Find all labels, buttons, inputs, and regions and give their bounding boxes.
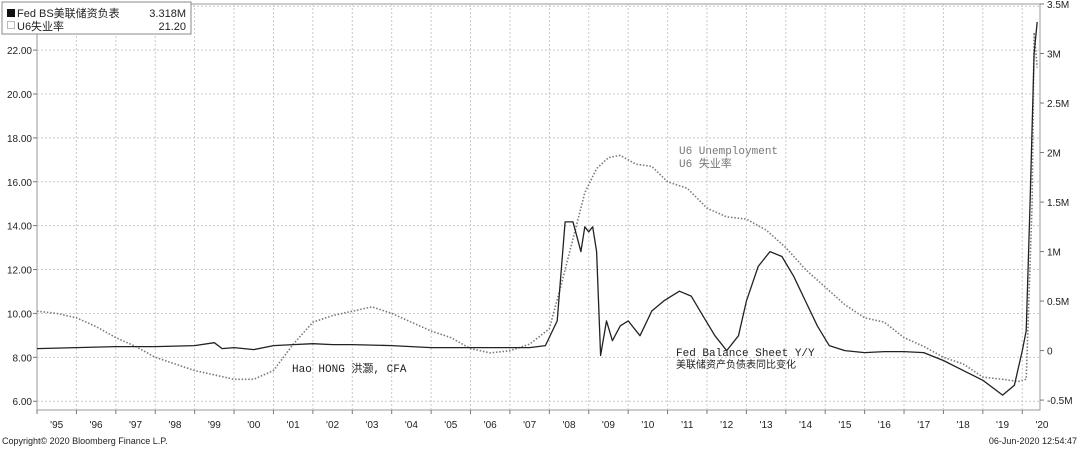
left-tick-label: 14.00 bbox=[7, 222, 32, 233]
series-layer bbox=[36, 21, 1038, 396]
right-tick-label: 2M bbox=[1047, 149, 1061, 160]
series-line-u6 bbox=[36, 31, 1038, 383]
x-tick-label: '97 bbox=[129, 420, 142, 431]
x-tick-label: '96 bbox=[90, 420, 103, 431]
annotation-fed-en: Fed Balance Sheet Y/Y bbox=[676, 348, 815, 360]
plot-frame bbox=[36, 3, 1041, 411]
x-tick-label: '16 bbox=[878, 420, 891, 431]
x-tick-label: '13 bbox=[760, 420, 773, 431]
footer-timestamp: 06-Jun-2020 12:54:47 bbox=[989, 436, 1077, 446]
legend-label-u6: U6失业率 bbox=[17, 19, 64, 33]
right-tick-label: 2.5M bbox=[1047, 99, 1069, 110]
x-tick-label: '98 bbox=[168, 420, 181, 431]
x-tick-label: '99 bbox=[208, 420, 221, 431]
x-tick-label: '02 bbox=[326, 420, 339, 431]
annotation-author: Hao HONG 洪灏, CFA bbox=[292, 361, 407, 376]
right-tick-label: 3.5M bbox=[1047, 0, 1069, 11]
series-line-fed-bs bbox=[36, 21, 1038, 396]
footer-copyright: Copyright© 2020 Bloomberg Finance L.P. bbox=[2, 436, 168, 446]
right-tick-label: 1M bbox=[1047, 248, 1061, 259]
x-tick-label: '04 bbox=[405, 420, 418, 431]
x-tick-label: '15 bbox=[838, 420, 851, 431]
left-tick-label: 8.00 bbox=[13, 353, 33, 364]
left-tick-label: 18.00 bbox=[7, 134, 32, 145]
x-tick-label: '00 bbox=[247, 420, 260, 431]
left-tick-label: 12.00 bbox=[7, 266, 32, 277]
x-tick-label: '10 bbox=[641, 420, 654, 431]
grid-layer bbox=[36, 3, 1041, 411]
annotation-u6-en: U6 Unemployment bbox=[679, 146, 778, 158]
legend-swatch-fed bbox=[7, 9, 15, 17]
x-tick-label: '20 bbox=[1035, 420, 1048, 431]
legend-value-fed: 3.318M bbox=[149, 8, 186, 20]
left-tick-label: 20.00 bbox=[7, 90, 32, 101]
x-tick-label: '95 bbox=[50, 420, 63, 431]
left-tick-label: 22.00 bbox=[7, 46, 32, 57]
x-tick-label: '17 bbox=[917, 420, 930, 431]
right-tick-label: 0.5M bbox=[1047, 297, 1069, 308]
x-tick-label: '08 bbox=[563, 420, 576, 431]
legend: Fed BS美联储资负表 3.318M U6失业率 21.20 bbox=[1, 1, 192, 35]
x-tick-label: '19 bbox=[996, 420, 1009, 431]
annotation-u6-cn: U6 失业率 bbox=[679, 156, 732, 171]
axis-layer: 24.0022.0020.0018.0016.0014.0012.0010.00… bbox=[7, 0, 1073, 431]
left-tick-label: 16.00 bbox=[7, 178, 32, 189]
x-tick-label: '06 bbox=[484, 420, 497, 431]
x-tick-label: '05 bbox=[444, 420, 457, 431]
legend-value-u6: 21.20 bbox=[158, 21, 186, 33]
right-tick-label: 0 bbox=[1047, 347, 1053, 358]
left-tick-label: 6.00 bbox=[13, 397, 33, 408]
x-tick-label: '11 bbox=[681, 420, 694, 431]
left-tick-label: 10.00 bbox=[7, 309, 32, 320]
x-tick-label: '07 bbox=[523, 420, 536, 431]
x-tick-label: '09 bbox=[602, 420, 615, 431]
x-tick-label: '12 bbox=[720, 420, 733, 431]
legend-box bbox=[1, 1, 192, 35]
legend-label-fed: Fed BS美联储资负表 bbox=[17, 6, 120, 20]
right-tick-label: -0.5M bbox=[1047, 396, 1073, 407]
x-tick-label: '14 bbox=[799, 420, 812, 431]
x-tick-label: '01 bbox=[287, 420, 300, 431]
right-tick-label: 3M bbox=[1047, 50, 1061, 61]
right-tick-label: 1.5M bbox=[1047, 198, 1069, 209]
legend-swatch-u6 bbox=[7, 21, 15, 29]
annotation-fed-cn: 美联储资产负债表同比变化 bbox=[676, 358, 796, 372]
x-tick-label: '18 bbox=[957, 420, 970, 431]
x-tick-label: '03 bbox=[365, 420, 378, 431]
